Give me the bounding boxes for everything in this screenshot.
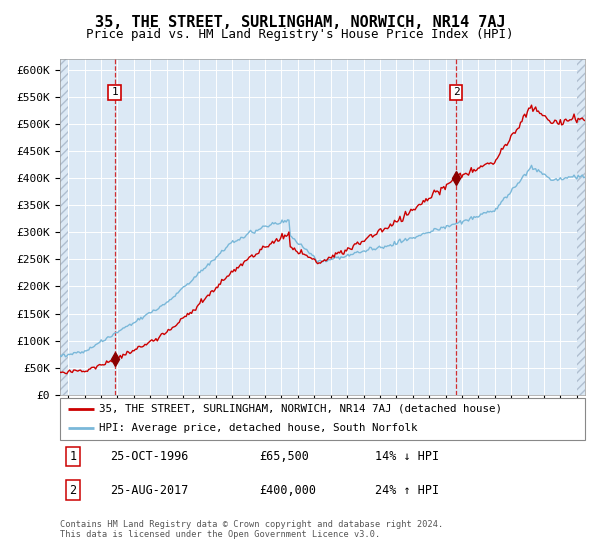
Text: 14% ↓ HPI: 14% ↓ HPI — [375, 450, 439, 463]
Text: Contains HM Land Registry data © Crown copyright and database right 2024.
This d: Contains HM Land Registry data © Crown c… — [60, 520, 443, 539]
Text: 1: 1 — [111, 87, 118, 97]
Text: 25-AUG-2017: 25-AUG-2017 — [110, 483, 188, 497]
Text: 35, THE STREET, SURLINGHAM, NORWICH, NR14 7AJ: 35, THE STREET, SURLINGHAM, NORWICH, NR1… — [95, 15, 505, 30]
Text: 35, THE STREET, SURLINGHAM, NORWICH, NR14 7AJ (detached house): 35, THE STREET, SURLINGHAM, NORWICH, NR1… — [100, 404, 502, 414]
Text: 2: 2 — [453, 87, 460, 97]
Text: 24% ↑ HPI: 24% ↑ HPI — [375, 483, 439, 497]
Text: HPI: Average price, detached house, South Norfolk: HPI: Average price, detached house, Sout… — [100, 423, 418, 433]
Bar — [577, 59, 585, 395]
Bar — [60, 59, 68, 395]
Text: £65,500: £65,500 — [260, 450, 310, 463]
FancyBboxPatch shape — [60, 398, 585, 440]
Text: Price paid vs. HM Land Registry's House Price Index (HPI): Price paid vs. HM Land Registry's House … — [86, 28, 514, 41]
Text: 25-OCT-1996: 25-OCT-1996 — [110, 450, 188, 463]
Text: £400,000: £400,000 — [260, 483, 317, 497]
Text: 2: 2 — [70, 483, 77, 497]
Text: 1: 1 — [70, 450, 77, 463]
